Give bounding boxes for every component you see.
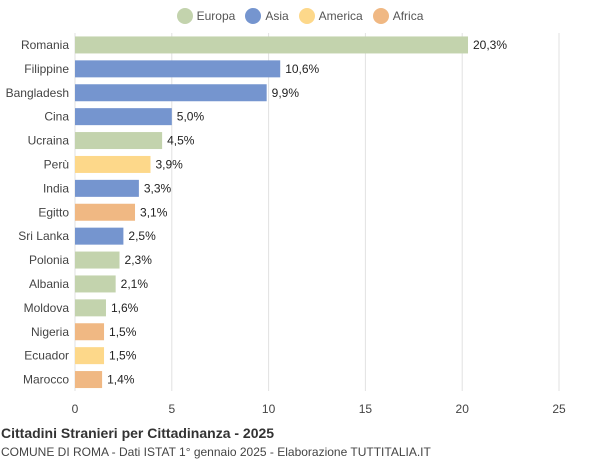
bar bbox=[75, 60, 281, 78]
legend: Europa Asia America Africa bbox=[0, 6, 600, 26]
legend-swatch-asia bbox=[245, 8, 262, 24]
bar bbox=[75, 155, 151, 173]
value-label: 1,5% bbox=[109, 325, 137, 339]
legend-label-africa: Africa bbox=[392, 9, 424, 23]
bar bbox=[75, 132, 163, 150]
chart-subtitle: COMUNE DI ROMA - Dati ISTAT 1° gennaio 2… bbox=[1, 445, 431, 459]
value-label: 10,6% bbox=[285, 62, 319, 76]
bar bbox=[75, 36, 469, 54]
value-label: 5,0% bbox=[177, 110, 205, 124]
bar bbox=[75, 275, 116, 293]
chart-title: Cittadini Stranieri per Cittadinanza - 2… bbox=[1, 425, 275, 441]
bar bbox=[75, 203, 136, 221]
legend-item-europa[interactable]: Europa bbox=[176, 8, 236, 24]
bar bbox=[75, 84, 267, 102]
value-label: 3,3% bbox=[144, 181, 172, 195]
x-tick-label: 10 bbox=[262, 402, 276, 416]
category-label: India bbox=[43, 181, 69, 195]
bar bbox=[75, 227, 124, 245]
value-label: 4,5% bbox=[167, 134, 195, 148]
value-label: 3,9% bbox=[156, 157, 184, 171]
bar bbox=[75, 179, 139, 197]
legend-swatch-africa bbox=[372, 8, 389, 24]
category-label: Filippine bbox=[24, 62, 69, 76]
bar bbox=[75, 108, 172, 126]
x-tick-label: 0 bbox=[72, 402, 79, 416]
legend-item-america[interactable]: America bbox=[298, 8, 363, 24]
category-label: Perù bbox=[44, 157, 69, 171]
category-label: Cina bbox=[44, 110, 69, 124]
x-tick-label: 20 bbox=[456, 402, 470, 416]
x-tick-label: 25 bbox=[552, 402, 566, 416]
legend-label-europa: Europa bbox=[196, 9, 236, 23]
category-label: Marocco bbox=[23, 373, 69, 387]
bar-chart: 0 5 10 15 20 25 Romania 20,3% Filippine 10,6% Bang… bbox=[6, 33, 566, 416]
value-label: 1,6% bbox=[111, 301, 139, 315]
value-label: 2,1% bbox=[121, 277, 149, 291]
bar bbox=[75, 347, 105, 365]
legend-swatch-america bbox=[298, 8, 315, 24]
value-label: 20,3% bbox=[473, 38, 507, 52]
value-label: 1,4% bbox=[107, 373, 135, 387]
category-label: Romania bbox=[21, 38, 69, 52]
legend-swatch-europa bbox=[176, 8, 193, 24]
value-label: 3,1% bbox=[140, 205, 168, 219]
category-label: Ecuador bbox=[24, 349, 69, 363]
category-label: Nigeria bbox=[31, 325, 69, 339]
legend-item-africa[interactable]: Africa bbox=[372, 8, 424, 24]
category-label: Moldova bbox=[24, 301, 70, 315]
x-tick-label: 5 bbox=[168, 402, 175, 416]
legend-label-america: America bbox=[318, 9, 363, 23]
value-label: 9,9% bbox=[272, 86, 300, 100]
legend-item-asia[interactable]: Asia bbox=[245, 8, 289, 24]
value-label: 2,5% bbox=[128, 229, 156, 243]
bar bbox=[75, 323, 105, 341]
category-label: Bangladesh bbox=[6, 86, 69, 100]
value-label: 2,3% bbox=[125, 253, 153, 267]
bar bbox=[75, 299, 106, 317]
x-tick-label: 15 bbox=[359, 402, 373, 416]
bar bbox=[75, 371, 103, 389]
category-label: Ucraina bbox=[28, 134, 70, 148]
value-label: 1,5% bbox=[109, 349, 137, 363]
bar bbox=[75, 251, 120, 269]
category-label: Sri Lanka bbox=[18, 229, 69, 243]
category-label: Polonia bbox=[29, 253, 69, 267]
category-label: Egitto bbox=[38, 205, 69, 219]
category-label: Albania bbox=[29, 277, 69, 291]
legend-label-asia: Asia bbox=[265, 9, 289, 23]
